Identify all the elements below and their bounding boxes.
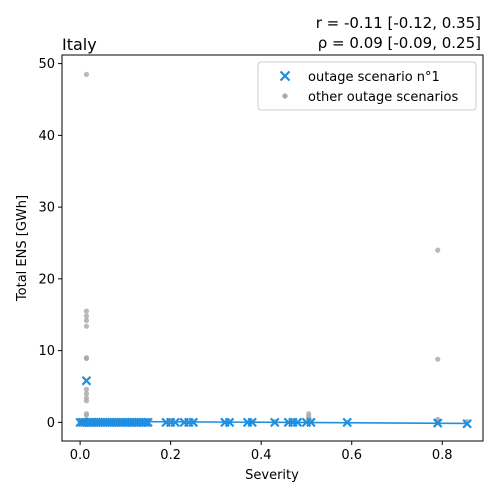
scenario-1-point-3 <box>81 375 92 386</box>
scenario-1-point-39 <box>224 417 235 428</box>
other-scenario-point-2 <box>83 313 90 319</box>
correlation-rho-annotation: ρ = 0.09 [-0.09, 0.25] <box>318 34 481 52</box>
other-scenario-point-8 <box>83 391 90 397</box>
scenario-1-point-50 <box>462 419 472 429</box>
correlation-r-annotation: r = -0.11 [-0.12, 0.35] <box>316 14 481 32</box>
scenario-1-point-31 <box>143 417 153 428</box>
scenario-1-point-50-stroke-b <box>462 419 472 429</box>
scenario-1-point-48 <box>342 417 352 428</box>
y-tick-label-4: 40 <box>38 129 55 144</box>
scenario-1-point-45 <box>292 417 303 428</box>
y-axis-label: Total ENS [GWh] <box>15 195 30 302</box>
x-tick-label-4: 0.8 <box>432 448 453 463</box>
plot-marks <box>75 71 472 429</box>
legend-x-marker-stroke-b <box>279 70 291 82</box>
legend-dot-marker <box>282 93 288 99</box>
scenario-1-point-41 <box>247 417 257 428</box>
legend-frame <box>257 61 477 111</box>
legend-label-other-outage-scenarios: other outage scenarios <box>308 90 458 105</box>
scenario-1-point-39-stroke-b <box>224 417 235 428</box>
x-tick-label-0: 0.0 <box>70 448 91 463</box>
chart-title: Italy <box>62 35 97 54</box>
scenario-1-point-49-stroke-b <box>432 418 443 428</box>
other-scenario-point-10 <box>83 398 90 404</box>
y-tick-label-3: 30 <box>38 201 55 216</box>
scenario-1-point-48-stroke-b <box>342 417 352 428</box>
scenario-1-point-42-stroke-b <box>269 417 280 428</box>
x-tick-label-1: 0.2 <box>160 448 181 463</box>
y-tick-label-1: 10 <box>38 344 55 359</box>
other-scenario-point-4 <box>83 323 90 329</box>
scenario-1-point-41-stroke-b <box>247 417 257 428</box>
scenario-1-point-34-stroke-b <box>170 417 180 428</box>
scenario-1-point-45-stroke-b <box>292 417 303 428</box>
other-scenario-point-29 <box>435 247 441 253</box>
legend-marker-outage-scenario-1 <box>279 70 291 82</box>
other-scenario-point-7 <box>83 386 90 392</box>
y-tick-label-5: 50 <box>38 57 55 72</box>
other-scenario-point-12 <box>83 412 90 418</box>
y-tick-label-0: 0 <box>47 416 55 431</box>
scenario-1-point-34 <box>170 417 180 428</box>
other-scenario-point-3 <box>83 317 90 324</box>
legend-marker-other-outage-scenarios <box>282 93 288 99</box>
legend-x-marker <box>279 70 291 82</box>
scenario-1-point-37-stroke-b <box>188 417 199 428</box>
axes-layer: 0.0 0.2 0.4 0.6 0.8 0 10 20 30 40 50 <box>38 54 484 463</box>
scenario-1-point-42 <box>269 417 280 428</box>
scenario-1-point-49 <box>432 418 443 428</box>
scenario-1-point-3-stroke-b <box>81 375 92 386</box>
x-tick-label-2: 0.4 <box>251 448 272 463</box>
other-scenario-point-30 <box>435 356 441 362</box>
y-tick-label-2: 20 <box>38 272 55 287</box>
x-tick-label-3: 0.6 <box>341 448 362 463</box>
legend-label-outage-scenario-1: outage scenario n°1 <box>308 70 440 85</box>
legend: outage scenario n°1 other outage scenari… <box>257 61 477 111</box>
scenario-1-point-47 <box>306 417 316 428</box>
plot-frame <box>61 54 484 442</box>
scenario-1-point-37 <box>188 417 199 428</box>
x-axis-label: Severity <box>245 468 299 483</box>
scenario-1-point-30-stroke-b <box>140 417 151 428</box>
scenario-1-point-47-stroke-b <box>306 417 316 428</box>
other-scenario-point-6 <box>83 355 90 362</box>
other-scenario-point-0 <box>83 71 90 77</box>
scenario-1-point-31-stroke-b <box>143 417 153 428</box>
scenario-1-point-30 <box>140 417 151 428</box>
other-scenario-point-1 <box>83 308 90 314</box>
